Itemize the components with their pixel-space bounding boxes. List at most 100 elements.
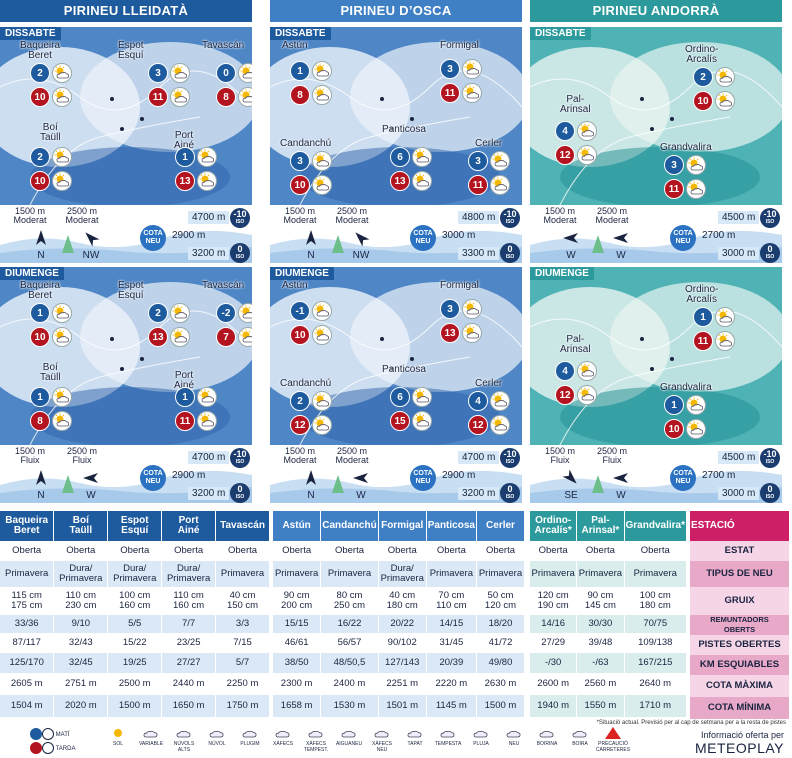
legend-drizzle: PLUGIM	[232, 726, 268, 747]
table-cell: 1500 m	[476, 695, 526, 717]
snow-icon	[505, 726, 523, 740]
fog-icon	[571, 726, 589, 740]
legend-label: XÀFECS TEMPEST.	[303, 741, 329, 753]
resort-location-dot	[390, 367, 394, 371]
table-cell: 90/102	[378, 633, 427, 653]
table-cell: 1710 m	[624, 695, 687, 717]
table-cell: 40 cm 150 cm	[215, 587, 270, 615]
road-warning-icon	[604, 726, 622, 740]
map-andorra-diumenge: DIUMENGE Ordino- Arcalís 1 11 Pal- Arinsal 4 12 G…	[530, 267, 782, 445]
wind-direction-arrow-icon	[302, 469, 320, 492]
table-cell: 110 cm 230 cm	[53, 587, 109, 615]
station-header: Astún	[273, 511, 322, 541]
table-row: 87/117 32/43 15/22 23/25 7/15	[0, 633, 270, 653]
resort-name: Ordino- Arcalís	[685, 44, 719, 65]
snow-line-badge: COTA NEU	[410, 465, 436, 491]
resort-location-dot	[120, 367, 124, 371]
wind-1500-label: 1500 m Moderat	[543, 206, 577, 225]
variable-weather-icon	[197, 387, 217, 407]
variable-weather-icon	[490, 391, 510, 411]
table-cell: -/30	[530, 653, 578, 673]
legend-label: PLUJA	[473, 741, 489, 747]
table-cell: 16/22	[320, 615, 379, 633]
table-cell: 2300 m	[273, 673, 322, 695]
table-cell: 56/57	[320, 633, 379, 653]
thunder-showers-icon	[307, 726, 325, 740]
variable-weather-icon	[170, 303, 190, 323]
temp-afternoon: 10	[290, 325, 310, 345]
wind-1500-label: 1500 m Moderat	[13, 206, 47, 225]
row-label: COTA MÀXIMA	[690, 675, 790, 697]
table-cell: Oberta	[476, 541, 526, 561]
variable-weather-icon	[238, 87, 252, 107]
credit-line1: Informació oferta per	[700, 730, 784, 740]
legend-label: TAPAT	[407, 741, 423, 747]
table-cell: 2440 m	[161, 673, 217, 695]
variable-weather-icon	[312, 61, 332, 81]
map-andorra-dissabte: DISSABTE Ordino- Arcalís 2 10 Pal- Arinsal 4 12 G…	[530, 27, 782, 205]
resort-name: Espot Esquí	[118, 40, 144, 61]
snow-line-altitude: 2900 m	[442, 470, 476, 481]
temp-morning: 3	[664, 155, 684, 175]
wind-direction-2500: W	[616, 250, 626, 261]
temp-morning: 4	[555, 361, 575, 381]
variable-weather-icon	[686, 395, 706, 415]
station-header: Grandvalira*	[624, 511, 687, 541]
table-row: 125/170 32/45 19/25 27/27 5/7	[0, 653, 270, 673]
overcast-icon	[406, 726, 424, 740]
variable-weather-icon	[490, 415, 510, 435]
map-lleida-diumenge: DIUMENGE Baqueira Beret 1 10 Espot Esquí 2 13 Tav…	[0, 267, 252, 445]
wind-1500-label: 1500 m Moderat	[283, 446, 317, 465]
temp-afternoon: 10	[30, 327, 50, 347]
region-title: PIRINEU LLEIDATÀ	[0, 0, 252, 22]
temp-morning: 3	[440, 299, 460, 319]
table-cell: 1550 m	[576, 695, 625, 717]
legend-mist: BOIRINA	[529, 726, 565, 747]
snow-line-altitude: 2900 m	[172, 470, 206, 481]
resort-location-dot	[120, 127, 124, 131]
table-cell: Dura/Primavera	[53, 561, 109, 587]
legend-label: XÀFECS	[272, 741, 293, 747]
temp-afternoon: 12	[290, 415, 310, 435]
altitude-strip-lleida-diumenge: 1500 m Fluix 2500 m Fluix N W COTA NEU 4700 m -10…	[0, 445, 252, 503]
resort-name: Candanchú	[280, 378, 332, 389]
region-title: PIRINEU D’OSCA	[270, 0, 522, 22]
snow-line-badge: COTA NEU	[140, 225, 166, 251]
table-cell: 32/43	[53, 633, 109, 653]
day-label: DIUMENGE	[530, 267, 594, 280]
iso-zero-badge: 0 ISO	[500, 483, 520, 503]
table-cell: 2400 m	[320, 673, 379, 695]
legend-rain: PLUJA	[463, 726, 499, 747]
table-cell: 110 cm 160 cm	[161, 587, 217, 615]
table-row: 115 cm 175 cm 110 cm 230 cm 100 cm 160 cm 110 …	[0, 587, 270, 615]
iso-zero-altitude: 3200 m	[458, 487, 500, 500]
temp-afternoon: 15	[390, 411, 410, 431]
wind-2500-label: 2500 m Moderat	[335, 446, 369, 465]
table-cell: 80 cm 250 cm	[320, 587, 379, 615]
table-cell: -/63	[576, 653, 625, 673]
mist-icon	[538, 726, 556, 740]
map-osca-dissabte: DISSABTE Astún 1 8 Formigal 3 11 Candanchú 3 10 Pa…	[270, 27, 522, 205]
resort-location-dot	[390, 127, 394, 131]
table-cell: Oberta	[273, 541, 322, 561]
wind-2500-label: 2500 m Moderat	[335, 206, 369, 225]
table-cell: 19/25	[107, 653, 163, 673]
wind-direction-1500: N	[307, 490, 315, 501]
table-cell: Primavera	[530, 561, 578, 587]
temp-morning: 3	[468, 151, 488, 171]
table-cell: 33/36	[0, 615, 55, 633]
table-cell: 14/16	[530, 615, 578, 633]
row-label: GRUIX	[690, 587, 790, 615]
table-row: GRUIX	[690, 587, 790, 615]
temp-morning: 3	[148, 63, 168, 83]
table-row: Primavera Primavera Primavera	[530, 561, 687, 587]
resort-location-dot	[110, 97, 114, 101]
row-label: ESTAT	[690, 541, 790, 561]
table-cell: 1658 m	[273, 695, 322, 717]
temp-afternoon: 10	[693, 91, 713, 111]
table-row: ESTAT	[690, 541, 790, 561]
station-header: Baqueira Beret	[0, 511, 55, 541]
resort-name: Candanchú	[280, 138, 332, 149]
station-header: Formigal	[378, 511, 427, 541]
iso-zero-badge: 0 ISO	[230, 243, 250, 263]
